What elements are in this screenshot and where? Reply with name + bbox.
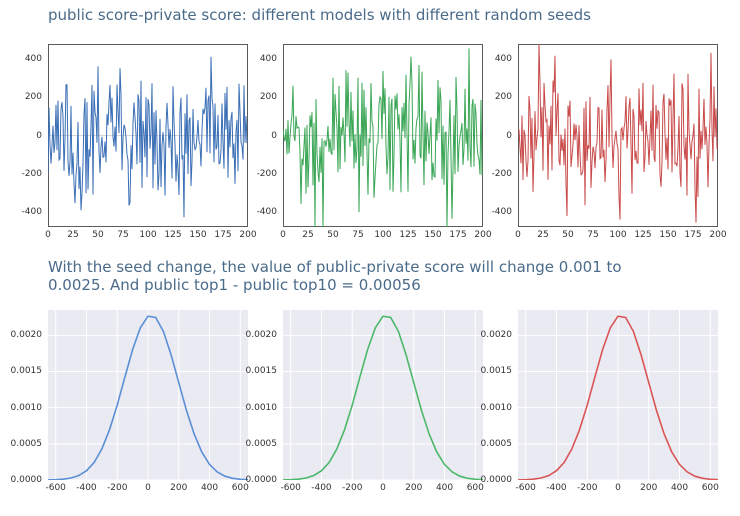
x-tick-label: -200	[342, 483, 362, 493]
x-tick-label: 150	[189, 230, 206, 240]
y-tick-label: -200	[492, 169, 512, 179]
y-tick-label: 0.0020	[246, 330, 278, 340]
x-tick-label: 125	[164, 230, 181, 240]
x-tick-label: -400	[546, 483, 566, 493]
title-row2: With the seed change, the value of publi…	[48, 258, 622, 294]
y-tick-label: 0.0000	[481, 475, 513, 485]
plot-svg	[283, 310, 483, 480]
x-tick-label: 175	[684, 230, 701, 240]
x-tick-label: 400	[671, 483, 688, 493]
y-tick-label: 200	[25, 92, 42, 102]
x-tick-label: 200	[640, 483, 657, 493]
x-tick-label: 150	[659, 230, 676, 240]
x-tick-label: 100	[139, 230, 156, 240]
y-tick-label: -200	[22, 169, 42, 179]
x-tick-label: 0	[615, 483, 621, 493]
y-tick-label: 400	[260, 54, 277, 64]
x-tick-label: 400	[201, 483, 218, 493]
x-tick-label: -400	[76, 483, 96, 493]
y-tick-label: 400	[25, 54, 42, 64]
y-tick-label: 200	[260, 92, 277, 102]
subplot-r1-c3: 0255075100125150175200-400-2000200400	[518, 44, 718, 227]
x-tick-label: 200	[474, 230, 491, 240]
subplot-r2-c3: -600-400-20002004006000.00000.00050.0010…	[518, 310, 718, 480]
x-tick-label: -400	[311, 483, 331, 493]
x-tick-label: 400	[436, 483, 453, 493]
x-tick-label: 50	[327, 230, 338, 240]
y-tick-label: -400	[257, 207, 277, 217]
x-tick-label: 175	[214, 230, 231, 240]
y-tick-label: 0.0010	[246, 403, 278, 413]
y-tick-label: 0.0015	[11, 366, 43, 376]
subplot-r1-c2: 0255075100125150175200-400-2000200400	[283, 44, 483, 227]
x-tick-label: -600	[45, 483, 65, 493]
x-tick-label: 125	[399, 230, 416, 240]
title-row2-line1: With the seed change, the value of publi…	[48, 258, 622, 276]
y-tick-label: 0.0000	[246, 475, 278, 485]
title-row2-line2: 0.0025. And public top1 - public top10 =…	[48, 276, 421, 294]
x-tick-label: 200	[405, 483, 422, 493]
x-tick-label: 0	[280, 230, 286, 240]
x-tick-label: 75	[352, 230, 363, 240]
x-tick-label: 200	[709, 230, 726, 240]
y-tick-label: 0	[271, 131, 277, 141]
x-tick-label: 100	[374, 230, 391, 240]
x-tick-label: 200	[170, 483, 187, 493]
y-tick-label: 0.0010	[11, 403, 43, 413]
y-tick-label: 0	[506, 131, 512, 141]
x-tick-label: 0	[145, 483, 151, 493]
x-tick-label: -600	[280, 483, 300, 493]
y-tick-label: 0	[36, 131, 42, 141]
x-tick-label: 600	[702, 483, 719, 493]
x-tick-label: 175	[449, 230, 466, 240]
plot-svg	[518, 310, 718, 480]
y-tick-label: 0.0000	[11, 475, 43, 485]
y-tick-label: 0.0005	[246, 439, 278, 449]
plot-svg	[518, 44, 718, 227]
subplot-r1-c1: 0255075100125150175200-400-2000200400	[48, 44, 248, 227]
figure: public score-private score: different mo…	[0, 0, 740, 516]
x-tick-label: 0	[45, 230, 51, 240]
y-tick-label: 200	[495, 92, 512, 102]
title-row1: public score-private score: different mo…	[48, 6, 591, 24]
y-tick-label: 0.0020	[11, 330, 43, 340]
x-tick-label: 75	[587, 230, 598, 240]
x-tick-label: 75	[117, 230, 128, 240]
y-tick-label: 0.0005	[481, 439, 513, 449]
subplot-r2-c1: -600-400-20002004006000.00000.00050.0010…	[48, 310, 248, 480]
x-tick-label: 50	[562, 230, 573, 240]
y-tick-label: 400	[495, 54, 512, 64]
y-tick-label: -200	[257, 169, 277, 179]
x-tick-label: 100	[609, 230, 626, 240]
x-tick-label: 0	[515, 230, 521, 240]
y-tick-label: 0.0005	[11, 439, 43, 449]
x-tick-label: 125	[634, 230, 651, 240]
subplot-r2-c2: -600-400-20002004006000.00000.00050.0010…	[283, 310, 483, 480]
y-tick-label: 0.0015	[246, 366, 278, 376]
x-tick-label: 25	[537, 230, 548, 240]
x-tick-label: -600	[515, 483, 535, 493]
x-tick-label: 200	[239, 230, 256, 240]
title-row1-text: public score-private score: different mo…	[48, 6, 591, 24]
y-tick-label: 0.0015	[481, 366, 513, 376]
plot-svg	[283, 44, 483, 227]
x-tick-label: -200	[577, 483, 597, 493]
x-tick-label: 25	[302, 230, 313, 240]
y-tick-label: -400	[22, 207, 42, 217]
x-tick-label: 25	[67, 230, 78, 240]
x-tick-label: 150	[424, 230, 441, 240]
x-tick-label: -200	[107, 483, 127, 493]
y-tick-label: -400	[492, 207, 512, 217]
y-tick-label: 0.0010	[481, 403, 513, 413]
plot-svg	[48, 310, 248, 480]
plot-svg	[48, 44, 248, 227]
x-tick-label: 0	[380, 483, 386, 493]
x-tick-label: 50	[92, 230, 103, 240]
y-tick-label: 0.0020	[481, 330, 513, 340]
